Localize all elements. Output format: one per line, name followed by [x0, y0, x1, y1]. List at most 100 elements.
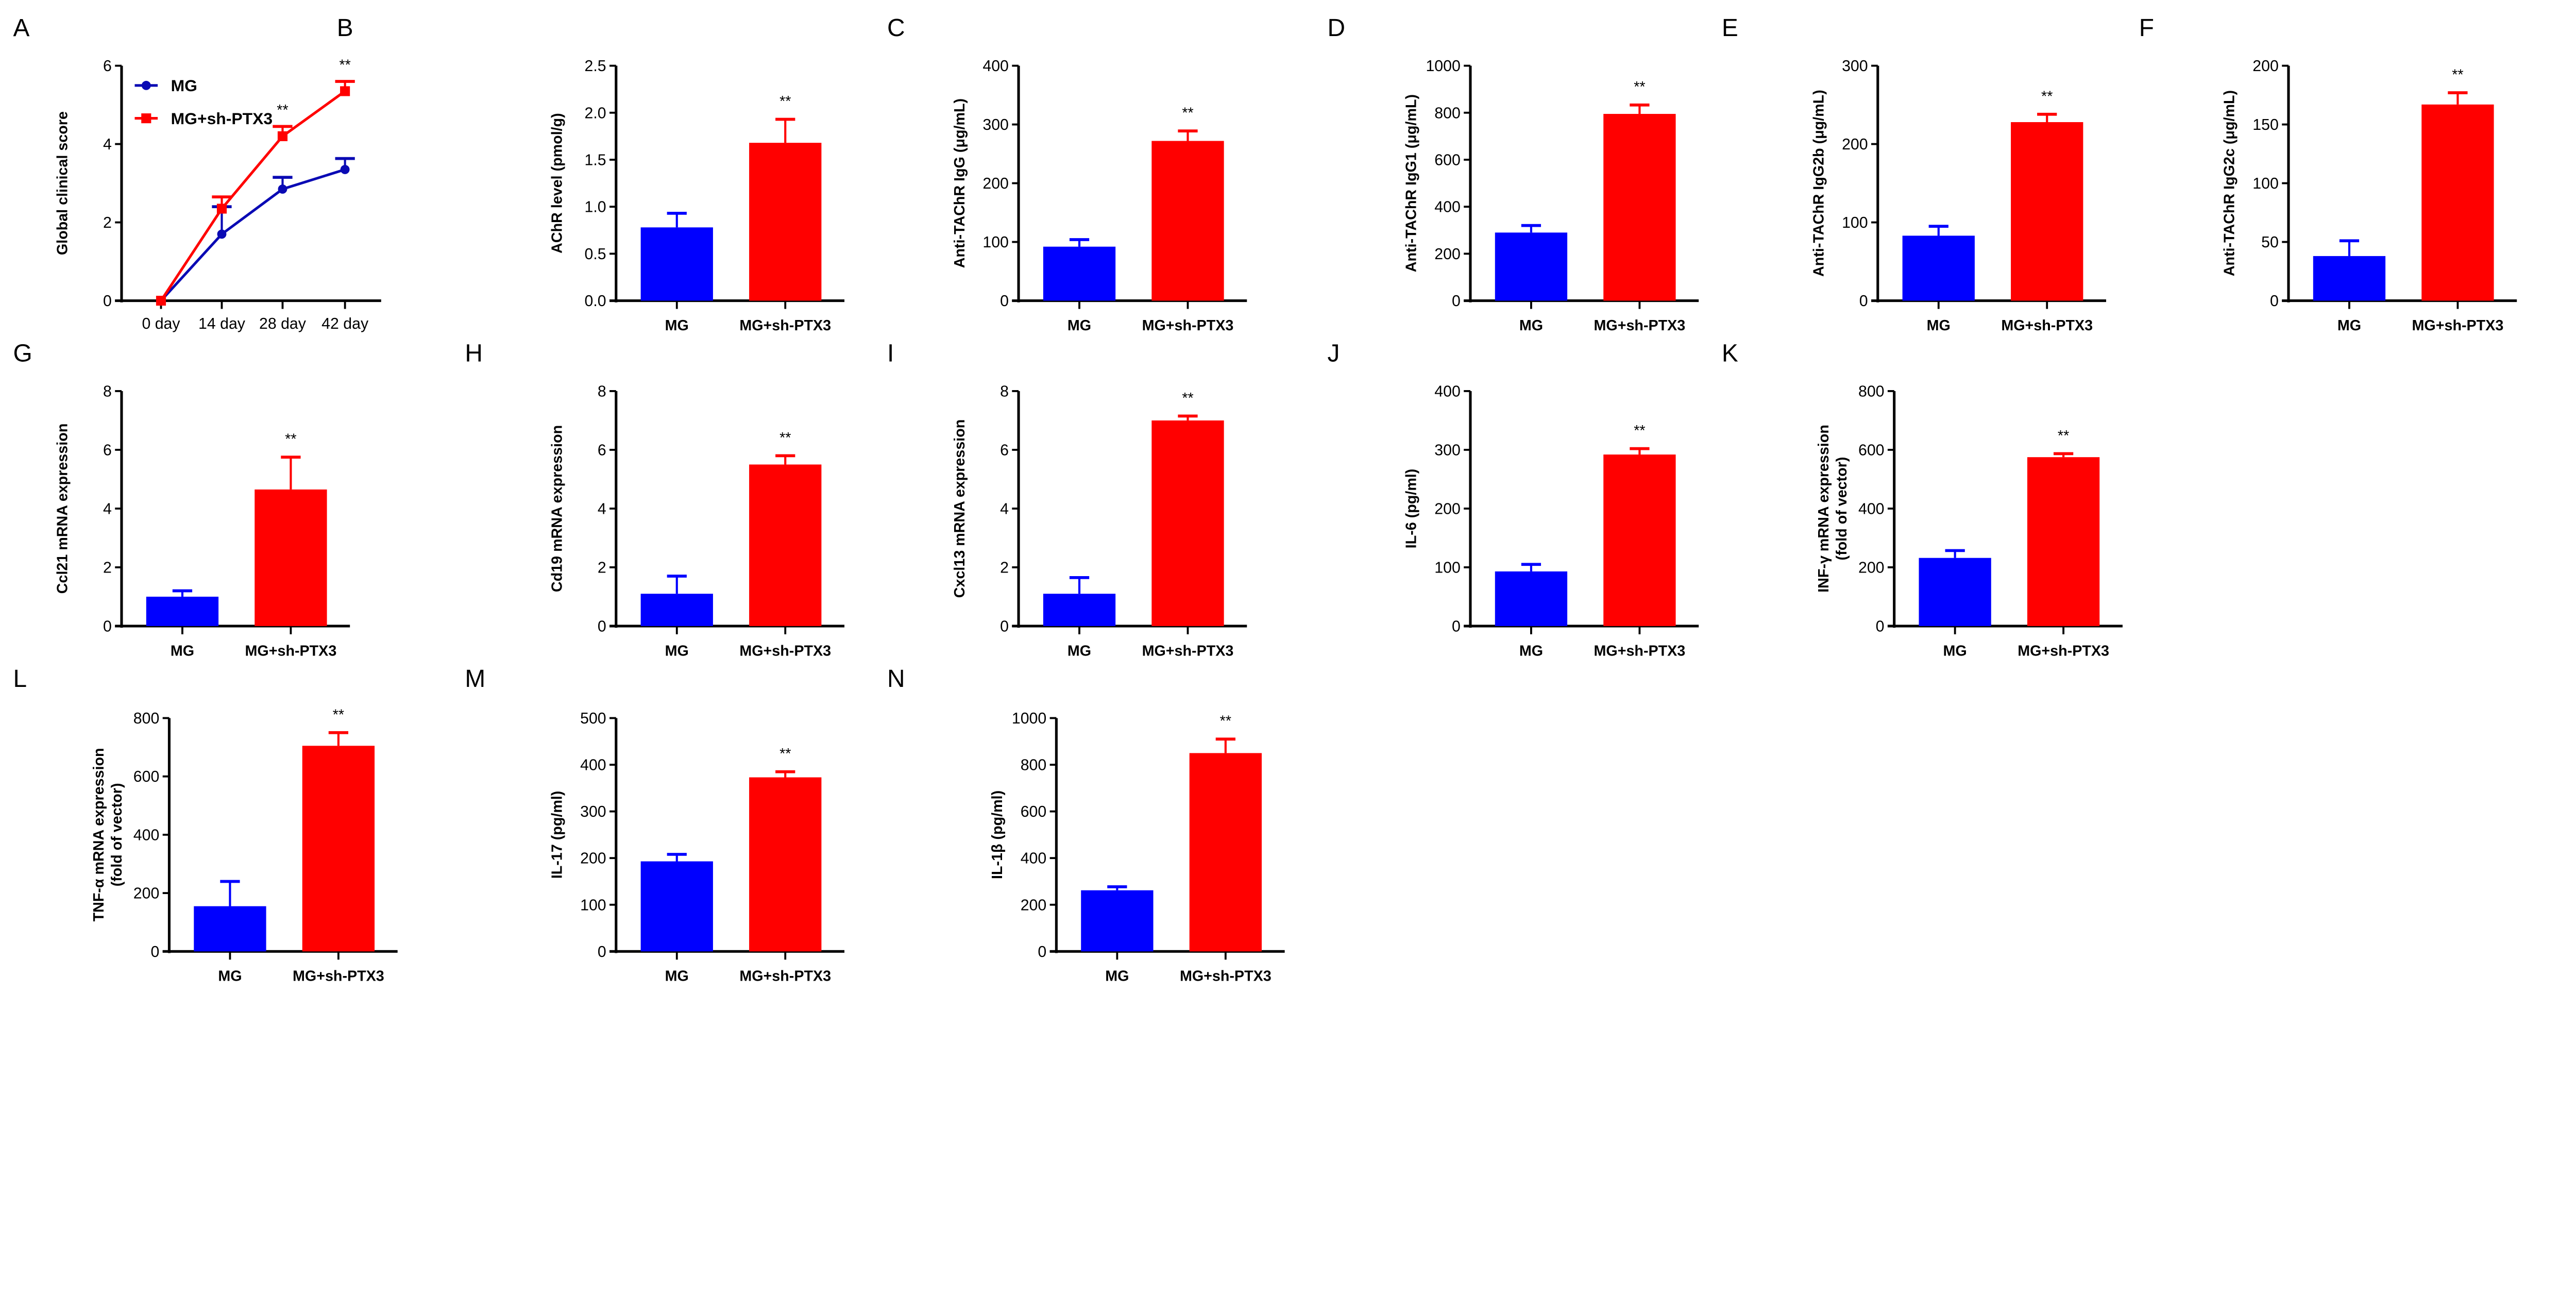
y-axis-label: Global clinical score — [55, 111, 71, 255]
panel-letter: L — [13, 665, 27, 693]
panel-j: J 0 100 200 300 400 IL-6 (pg/ml) MG MG+sh-PTX3 ** — [1328, 340, 1699, 659]
y-tick-label: 4 — [598, 500, 606, 517]
y-tick-label: 200 — [1842, 136, 1868, 153]
bar-mg — [194, 906, 266, 952]
x-tick-label: MG — [665, 317, 689, 334]
data-point-mg — [217, 229, 227, 239]
data-point-sh-ptx3 — [277, 131, 288, 141]
bar-sh-ptx3 — [2027, 457, 2100, 626]
y-tick-label: 2 — [103, 559, 112, 576]
y-tick-label: 4 — [103, 500, 112, 517]
y-tick-label: 0 — [1452, 293, 1461, 310]
x-tick-label: MG — [2337, 317, 2361, 334]
y-tick-label: 0 — [2270, 293, 2279, 310]
y-axis-label: Cd19 mRNA expression — [549, 425, 566, 592]
y-tick-label: 200 — [133, 885, 160, 902]
x-tick-label: MG — [171, 643, 194, 659]
panel-letter: A — [13, 14, 30, 42]
y-tick-label: 0 — [150, 944, 159, 961]
y-tick-label: 1000 — [1426, 58, 1460, 75]
y-tick-label: 800 — [1858, 383, 1885, 400]
y-tick-label: 150 — [2252, 116, 2279, 133]
y-tick-label: 400 — [1434, 383, 1461, 400]
y-tick-label: 8 — [1000, 383, 1009, 400]
x-tick-label: MG+sh-PTX3 — [1594, 643, 1686, 659]
panel-b: B 0.0 0.5 1.0 1.5 2.0 2.5 AChR level (pmol/g) MG… — [337, 14, 845, 334]
significance-marker: ** — [1182, 390, 1193, 407]
bar-sh-ptx3 — [1603, 114, 1676, 301]
x-tick-label: 14 day — [198, 315, 246, 332]
y-tick-label: 0 — [598, 944, 606, 961]
bar-mg — [1081, 890, 1154, 952]
x-tick-label: MG — [1943, 643, 1967, 659]
panel-letter: M — [465, 665, 485, 693]
y-tick-label: 0.0 — [585, 293, 606, 310]
significance-marker: ** — [2058, 428, 2069, 444]
bar-sh-ptx3 — [749, 143, 822, 301]
y-tick-label: 1000 — [1012, 710, 1046, 727]
y-tick-label: 100 — [1434, 559, 1461, 576]
y-tick-label: 100 — [2252, 175, 2279, 192]
y-tick-label: 400 — [1021, 850, 1047, 867]
bar-sh-ptx3 — [2421, 104, 2494, 301]
y-tick-label: 200 — [1434, 500, 1461, 517]
y-axis-label: Cxcl13 mRNA expression — [952, 419, 968, 598]
y-axis-label: TNF-α mRNA expression — [91, 748, 107, 921]
y-tick-label: 2.5 — [585, 58, 606, 75]
y-tick-label: 600 — [1858, 442, 1885, 459]
bar-sh-ptx3 — [2011, 122, 2083, 301]
panel-a: A 0 2 4 6 Global clinical score 0 day 14 day 28 … — [13, 14, 381, 332]
y-axis-label-2: (fold of vector) — [109, 783, 125, 886]
panel-h: H 0 2 4 6 8 Cd19 mRNA expression MG MG+sh-PTX3 ** — [465, 340, 845, 659]
y-tick-label: 100 — [1842, 214, 1868, 231]
bar-mg — [1043, 246, 1116, 301]
significance-marker: ** — [285, 431, 296, 448]
panel-m: M 0 100 200 300 400 500 IL-17 (pg/ml) MG MG+sh-PT… — [465, 665, 845, 985]
y-tick-label: 100 — [982, 234, 1009, 251]
x-tick-label: MG+sh-PTX3 — [1180, 968, 1272, 985]
x-tick-label: MG — [665, 643, 689, 659]
y-tick-label: 0 — [1000, 293, 1009, 310]
panel-letter: F — [2139, 14, 2154, 42]
significance-marker: ** — [339, 57, 350, 74]
y-tick-label: 200 — [1434, 246, 1461, 263]
panel-letter: C — [887, 14, 905, 42]
y-tick-label: 600 — [1021, 803, 1047, 820]
data-point-sh-ptx3 — [216, 204, 227, 214]
x-tick-label: MG+sh-PTX3 — [2018, 643, 2109, 659]
y-axis-label-2: (fold of vector) — [1834, 457, 1850, 561]
bar-sh-ptx3 — [255, 489, 327, 626]
significance-marker: ** — [1634, 423, 1645, 439]
panel-d: D 0 200 400 600 800 1000 Anti-TAChR IgG1 (μg/mL… — [1328, 14, 1699, 334]
y-tick-label: 200 — [982, 175, 1009, 192]
panel-e: E 0 100 200 300 Anti-TAChR IgG2b (μg/mL) MG MG+… — [1722, 14, 2107, 334]
y-tick-label: 8 — [103, 383, 112, 400]
y-tick-label: 0 — [598, 618, 606, 635]
significance-marker: ** — [1220, 713, 1231, 730]
y-tick-label: 200 — [2252, 58, 2279, 75]
panel-letter: I — [887, 340, 894, 367]
x-tick-label: MG+sh-PTX3 — [739, 968, 831, 985]
y-tick-label: 1.5 — [585, 152, 606, 169]
panel-k: K 0 200 400 600 800 INF-γ mRNA expression (fold… — [1722, 340, 2123, 659]
series-line-0 — [160, 168, 346, 302]
y-tick-label: 600 — [1434, 152, 1461, 169]
y-axis-label: Anti-TAChR IgG2b (μg/mL) — [1811, 90, 1827, 277]
y-tick-label: 300 — [982, 116, 1009, 133]
y-tick-label: 200 — [1858, 559, 1885, 576]
x-tick-label: MG+sh-PTX3 — [739, 643, 831, 659]
legend-marker-sh-ptx3 — [141, 113, 151, 124]
bar-sh-ptx3 — [302, 746, 375, 952]
y-axis-label: Anti-TAChR IgG2c (μg/mL) — [2222, 90, 2238, 276]
significance-marker: ** — [1182, 105, 1193, 122]
y-tick-label: 200 — [580, 850, 606, 867]
y-tick-label: 0 — [1859, 293, 1868, 310]
bar-sh-ptx3 — [1189, 753, 1262, 952]
y-tick-label: 400 — [1434, 199, 1461, 216]
x-tick-label: MG — [218, 968, 242, 985]
y-tick-label: 300 — [1434, 442, 1461, 459]
y-tick-label: 100 — [580, 897, 606, 914]
y-tick-label: 400 — [580, 757, 606, 774]
y-tick-label: 600 — [133, 768, 160, 785]
data-point-sh-ptx3 — [340, 86, 350, 96]
